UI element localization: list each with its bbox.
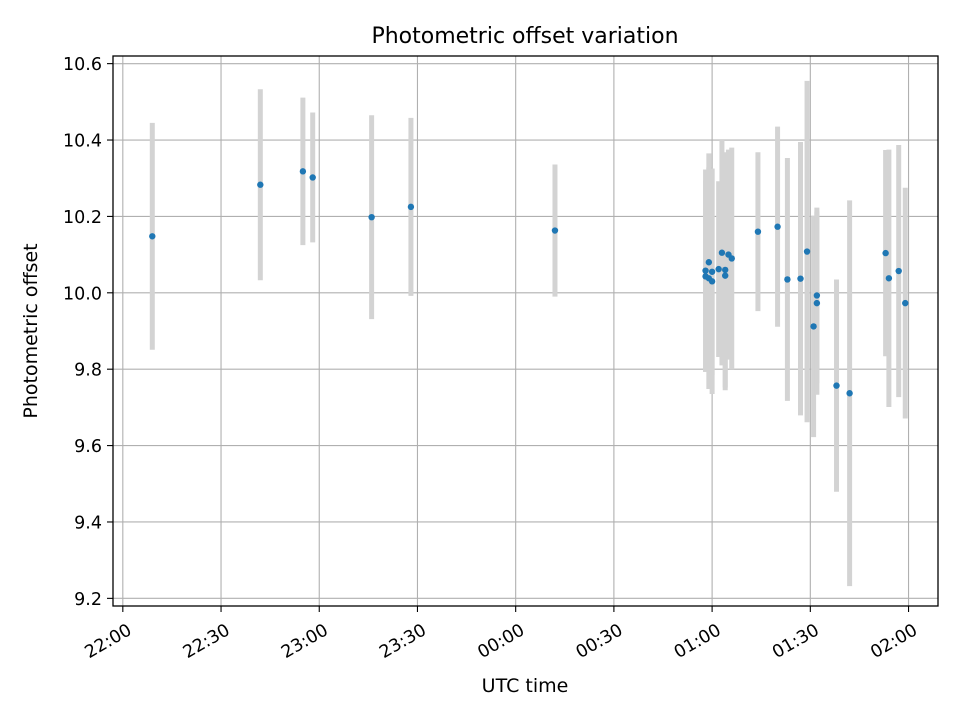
data-point (797, 275, 804, 282)
y-axis-label: Photometric offset (20, 243, 42, 418)
plot-frame (112, 55, 939, 607)
data-point (810, 323, 817, 330)
data-points (149, 168, 909, 397)
y-axis-ticks: 9.2 9.4 9.6 9.8 10.0 10.2 10.4 10.6 (63, 55, 113, 610)
data-point (702, 267, 709, 274)
data-point (368, 213, 375, 221)
grid (113, 56, 938, 606)
y-tick-label: 10.6 (63, 55, 102, 75)
data-point (882, 249, 889, 257)
y-tick-label: 9.4 (74, 513, 102, 533)
data-point (708, 268, 716, 275)
data-point (784, 276, 791, 283)
data-point (902, 299, 909, 307)
data-point (885, 275, 893, 282)
y-tick-label: 9.2 (74, 590, 102, 610)
data-point (149, 233, 156, 240)
data-point (846, 390, 853, 397)
x-axis-label: UTC time (482, 675, 569, 697)
data-point (715, 265, 722, 273)
data-point (813, 299, 821, 307)
data-point (551, 227, 559, 234)
data-point (718, 249, 726, 256)
data-point (309, 174, 316, 181)
y-tick-label: 9.8 (74, 361, 102, 381)
data-point (895, 267, 902, 275)
data-point (774, 223, 781, 230)
y-tick-label: 10.0 (63, 284, 102, 304)
data-point (722, 272, 729, 279)
data-point (728, 255, 735, 262)
data-point (754, 228, 762, 235)
data-point (803, 248, 811, 255)
data-point (833, 382, 840, 389)
data-point (257, 181, 264, 188)
data-point (407, 203, 415, 211)
y-tick-label: 9.6 (74, 437, 102, 457)
data-point (813, 292, 821, 299)
data-point (708, 278, 716, 285)
chart-title: Photometric offset variation (371, 24, 678, 49)
y-tick-label: 10.2 (63, 208, 102, 228)
y-tick-label: 10.4 (63, 132, 102, 152)
data-point (722, 266, 729, 274)
data-point (299, 168, 307, 175)
data-point (705, 259, 713, 266)
